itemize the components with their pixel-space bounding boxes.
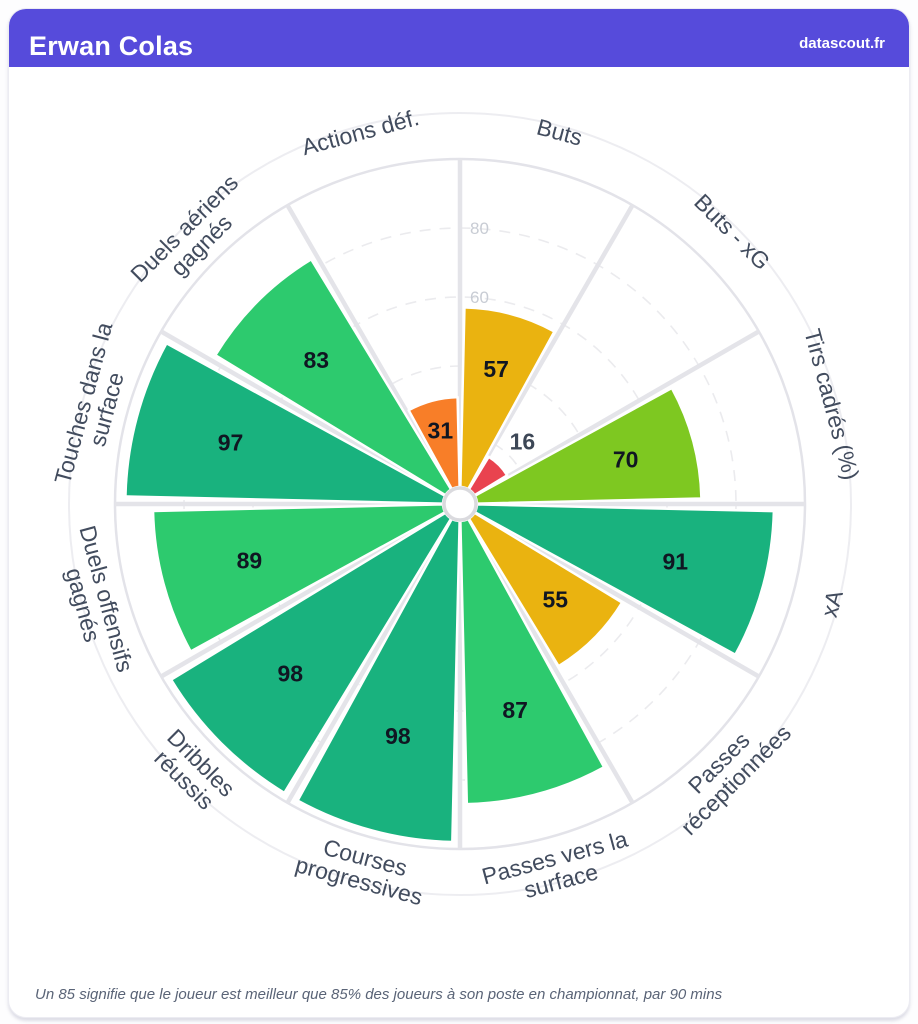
value-label: 89 xyxy=(237,547,263,573)
category-label: Passes vers lasurface xyxy=(479,826,637,913)
value-label: 83 xyxy=(303,347,329,373)
value-label: 98 xyxy=(277,661,303,687)
page-title: Erwan Colas xyxy=(29,31,194,61)
spoke xyxy=(464,514,635,804)
value-label: 91 xyxy=(663,549,689,575)
spoke xyxy=(464,204,635,494)
spoke xyxy=(470,329,760,500)
value-label: 98 xyxy=(385,723,411,749)
value-label: 57 xyxy=(483,356,509,382)
spoke xyxy=(285,204,456,494)
category-label: Buts xyxy=(534,114,585,151)
value-label: 55 xyxy=(542,586,568,612)
ring-label-60: 60 xyxy=(470,288,489,307)
category-label: Coursesprogressives xyxy=(293,828,432,910)
value-label: 97 xyxy=(218,430,244,456)
category-label: Buts - xG xyxy=(689,189,775,275)
value-label: 70 xyxy=(613,447,639,473)
spoke xyxy=(285,514,456,804)
spoke xyxy=(160,508,450,679)
category-label: xA xyxy=(816,587,848,620)
value-label: 16 xyxy=(510,429,536,455)
brand-logo: datascout.fr xyxy=(799,35,885,52)
ring-label-80: 80 xyxy=(470,219,489,238)
spoke xyxy=(160,329,450,500)
category-label: Tirs cadrés (%) xyxy=(799,326,864,483)
center-hub xyxy=(442,486,478,522)
category-label: Duels offensifsgagnés xyxy=(51,523,138,681)
percentile-explainer: Un 85 signifie que le joueur est meilleu… xyxy=(35,986,723,1003)
value-label: 31 xyxy=(428,418,454,444)
spoke xyxy=(470,508,760,679)
header-bar: Erwan Colas datascout.fr xyxy=(9,9,909,67)
outer-faint-ring xyxy=(68,112,852,896)
category-label: Actions déf. xyxy=(299,104,422,160)
value-label: 87 xyxy=(502,697,528,723)
